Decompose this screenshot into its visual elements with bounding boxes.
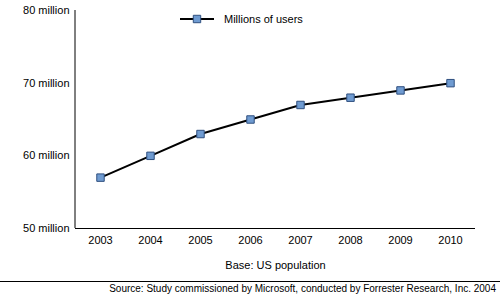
svg-text:2008: 2008 bbox=[338, 234, 362, 246]
svg-text:60 million: 60 million bbox=[23, 149, 69, 161]
html-text:Millions of users: Millions of users bbox=[224, 13, 303, 25]
svg-text:2003: 2003 bbox=[88, 234, 112, 246]
svg-text:2005: 2005 bbox=[188, 234, 212, 246]
svg-text:Base: US population: Base: US population bbox=[225, 259, 325, 271]
svg-text:2007: 2007 bbox=[288, 234, 312, 246]
html-text:Source: Study commissioned by: Source: Study commissioned by Microsoft,… bbox=[109, 283, 496, 294]
svg-text:50 million: 50 million bbox=[23, 222, 69, 234]
svg-text:2006: 2006 bbox=[238, 234, 262, 246]
svg-text:2009: 2009 bbox=[388, 234, 412, 246]
svg-text:2004: 2004 bbox=[138, 234, 162, 246]
svg-text:80 million: 80 million bbox=[23, 4, 69, 16]
svg-text:2010: 2010 bbox=[438, 234, 462, 246]
svg-text:70 million: 70 million bbox=[23, 77, 69, 89]
